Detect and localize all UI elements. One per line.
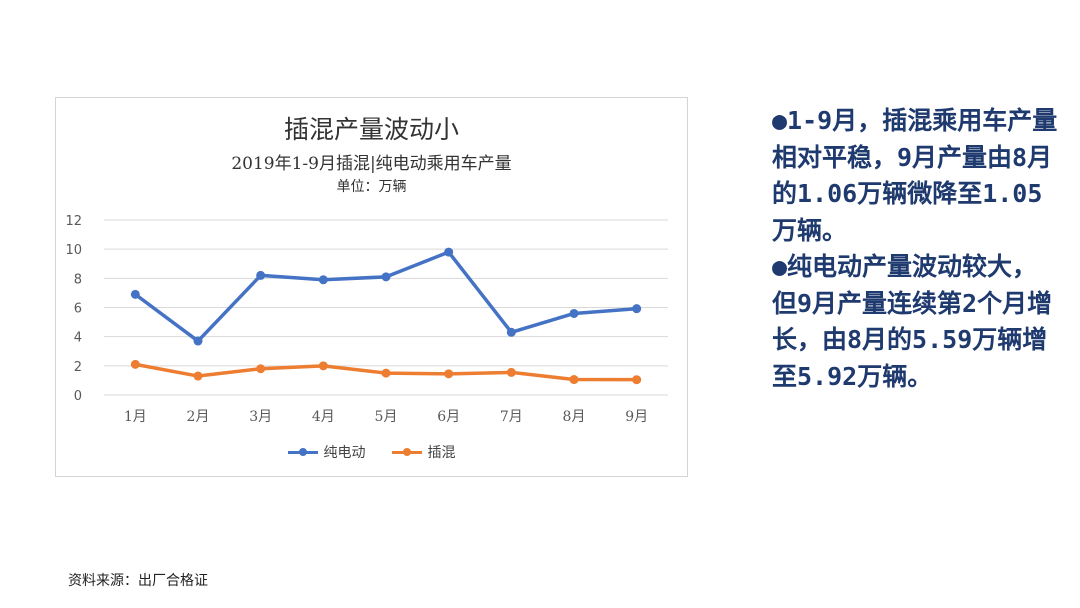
legend-label-series-0: 纯电动 [323,445,366,461]
x-tick-label-1: 2月 [187,409,210,425]
x-tick-label-3: 4月 [312,409,335,425]
chart-title: 插混产量波动小 [283,115,459,144]
series-1-point-1 [193,371,203,381]
side-paragraph-1: ●1-9月，插混乘用车产量相对平稳，9月产量由8月的1.06万辆微降至1.05万… [772,106,1058,245]
series-0-point-0 [130,289,140,299]
y-tick-label-2: 4 [74,331,82,346]
series-0-point-5 [444,247,454,257]
y-tick-label-5: 10 [65,243,82,258]
series-0-point-4 [381,272,391,282]
legend-item-series-0: 纯电动 [287,442,366,462]
x-tick-label-0: 1月 [124,409,147,425]
chart-unit: 单位：万辆 [336,179,407,195]
chart-plot: 0 2 4 6 8 10 12 1月 2月 3月 4月 5月 6月 7月 8月 9月 [65,214,668,425]
legend-swatch-series-0 [287,447,318,456]
series-1-point-8 [632,375,642,385]
legend-swatch-series-1 [391,447,422,456]
chart-container: 插混产量波动小 2019年1-9月插混|纯电动乘用车产量 单位：万辆 0 2 4 6 8… [55,97,688,477]
x-tick-label-4: 5月 [375,409,398,425]
series-0-point-3 [318,275,328,285]
y-tick-label-1: 2 [74,360,82,375]
source-note: 资料来源：出厂合格证 [68,573,208,589]
series-0-point-6 [506,327,516,337]
series-0-point-1 [193,336,203,346]
y-tick-label-0: 0 [74,389,82,404]
series-1-point-4 [381,368,391,378]
side-paragraph-2: ●纯电动产量波动较大，但9月产量连续第2个月增长，由8月的5.59万辆增至5.9… [772,252,1053,391]
y-tick-label-3: 6 [74,302,82,317]
x-tick-label-2: 3月 [249,409,272,425]
y-tick-label-6: 12 [65,214,82,229]
chart-subtitle: 2019年1-9月插混|纯电动乘用车产量 [231,154,512,174]
x-tick-label-7: 8月 [563,409,586,425]
series-1-point-0 [130,359,140,369]
chart-legend: 纯电动 插混 [56,442,687,462]
series-1-point-6 [506,367,516,377]
series-0-point-8 [632,304,642,314]
legend-item-series-1: 插混 [391,442,456,462]
series-0-point-7 [569,308,579,318]
y-tick-label-4: 8 [74,272,82,287]
x-tick-label-5: 6月 [437,409,460,425]
x-tick-label-8: 9月 [625,409,648,425]
series-line-0 [133,250,639,343]
x-tick-label-6: 7月 [500,409,523,425]
legend-label-series-1: 插混 [427,445,456,461]
series-1-point-7 [569,375,579,385]
series-1-point-2 [256,364,266,374]
series-0-point-2 [256,270,266,280]
series-1-point-5 [444,369,454,379]
series-1-point-3 [318,361,328,371]
side-commentary: ●1-9月，插混乘用车产量相对平稳，9月产量由8月的1.06万辆微降至1.05万… [772,103,1062,395]
